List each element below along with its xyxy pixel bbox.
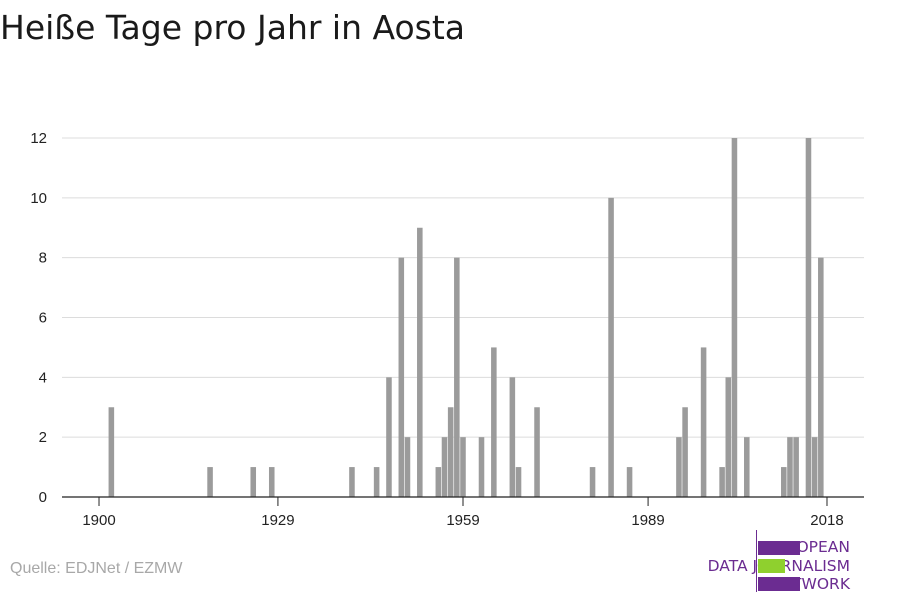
bar-1995: [682, 407, 688, 497]
bar-2005: [744, 437, 750, 497]
logo-bar-top: [758, 541, 800, 555]
bar-1902: [108, 407, 115, 497]
bar-1994: [676, 437, 682, 497]
bar-2001: [719, 467, 725, 497]
bar-1980: [589, 467, 596, 497]
bar-1986: [626, 467, 633, 497]
x-tick-label: 1900: [82, 512, 115, 529]
source-note: Quelle: EDJNet / EZMW: [10, 560, 183, 577]
bar-2017: [818, 257, 824, 497]
bar-2002: [725, 377, 732, 497]
bar-2015: [805, 138, 812, 497]
bar-1964: [491, 347, 497, 497]
bars: [108, 138, 824, 497]
bar-1971: [534, 407, 540, 497]
bar-1928: [268, 467, 275, 497]
bar-1998: [700, 347, 707, 497]
x-tick-label: 1959: [446, 512, 479, 529]
logo-divider: [756, 530, 757, 592]
bar-1941: [349, 467, 355, 497]
bar-1950: [404, 437, 411, 497]
y-tick-label: 8: [39, 250, 47, 267]
bar-1949: [398, 257, 405, 497]
bar-1918: [207, 467, 213, 497]
bar-1955: [435, 467, 442, 497]
edjnet-logo: EUROPEAN DATA JOURNALISM NETWORK: [700, 530, 900, 593]
y-axis-ticks: 0 2 4 6 8 10 12: [30, 130, 47, 506]
logo-bar-bottom: [758, 577, 800, 591]
gridlines: [62, 137, 864, 438]
y-tick-label: 4: [39, 369, 47, 386]
x-tick-label: 1989: [631, 512, 664, 529]
bar-1959: [460, 437, 466, 497]
x-tick-label: 2018: [810, 512, 843, 529]
bar-1952: [417, 227, 423, 497]
y-tick-label: 2: [39, 429, 47, 446]
chart-title: Heiße Tage pro Jahr in Aosta: [0, 8, 466, 47]
x-tick-label: 1929: [261, 512, 294, 529]
y-tick-label: 12: [30, 130, 47, 147]
y-tick-label: 10: [30, 190, 47, 207]
bar-1968: [515, 467, 522, 497]
y-tick-label: 0: [39, 489, 47, 506]
bar-1925: [250, 467, 257, 497]
x-axis-ticks: 1900 1929 1959 1989 2018: [82, 497, 844, 529]
bar-1957: [447, 407, 454, 497]
bar-2012: [787, 437, 793, 497]
bar-1967: [509, 377, 516, 497]
bar-2003: [731, 138, 738, 497]
bar-1956: [441, 437, 448, 497]
bar-1945: [373, 467, 380, 497]
bar-2011: [781, 467, 787, 497]
logo-bar-middle: [758, 559, 785, 573]
bar-2016: [811, 437, 818, 497]
bar-1958: [454, 257, 460, 497]
bar-1947: [386, 377, 392, 497]
y-tick-label: 6: [39, 310, 47, 327]
bar-1983: [608, 197, 614, 497]
bar-2013: [793, 437, 799, 497]
bar-1962: [478, 437, 485, 497]
